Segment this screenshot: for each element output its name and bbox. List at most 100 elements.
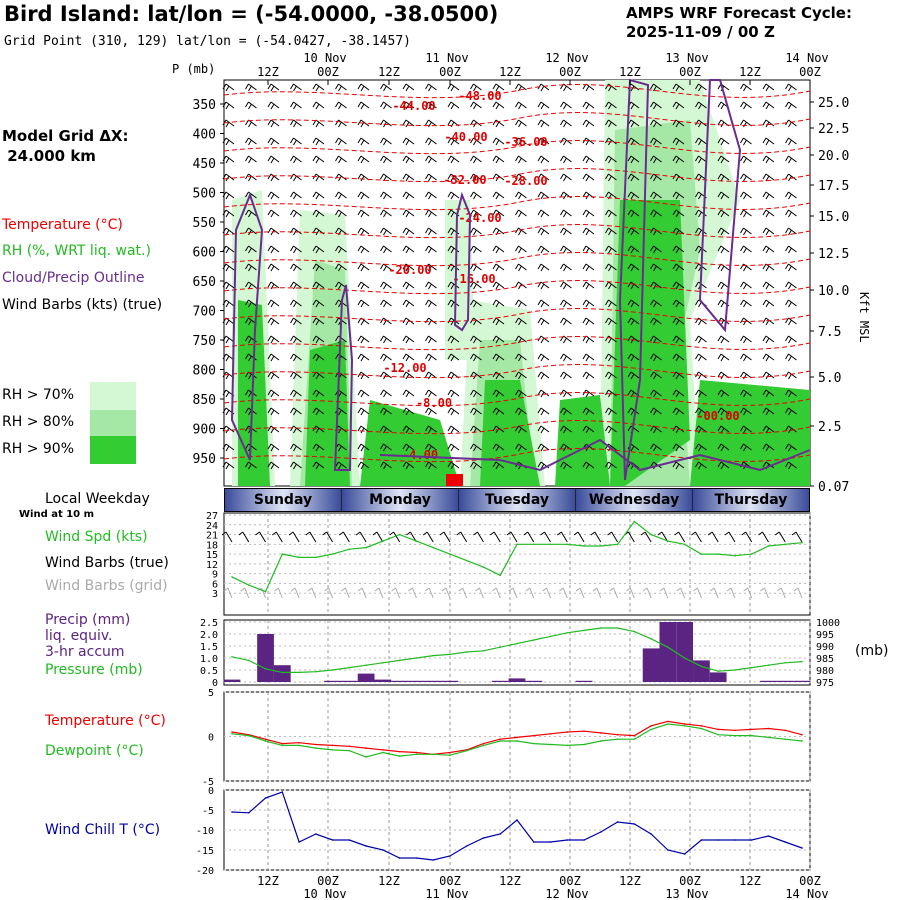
wind-barb — [627, 317, 640, 326]
bottom-time-tick-8: 12Z — [739, 874, 761, 888]
wind-barb — [245, 299, 257, 308]
precip-bar — [391, 680, 409, 682]
wind-barb — [762, 443, 775, 452]
bottom-time-tick-9: 00Z — [799, 874, 821, 888]
wind-barb — [267, 83, 280, 92]
rh-region-13 — [360, 400, 460, 486]
wind-barb — [627, 173, 640, 182]
wind-barb — [470, 101, 482, 110]
wind-barb — [402, 407, 415, 416]
wind-barb — [672, 407, 685, 416]
wind-barb-true — [506, 531, 518, 543]
pressure-ytick-0: 1000 — [816, 618, 840, 629]
wind-barb — [425, 83, 437, 92]
wind-barb — [740, 245, 752, 254]
wind-barb — [267, 101, 280, 110]
wind-barb — [357, 137, 370, 146]
wind-barb — [290, 245, 302, 254]
kft-tick-label-4: 15.0 — [818, 210, 849, 225]
kft-tick-label-5: 12.5 — [818, 247, 849, 262]
wind-barb — [380, 407, 392, 416]
wind-barb — [492, 101, 505, 110]
dewpoint-line-point — [784, 738, 787, 740]
windchill-line-point — [365, 845, 367, 847]
wind-ytick-3: 3 — [212, 589, 218, 600]
precip-bar — [324, 680, 341, 682]
kft-tick-label-6: 10.0 — [818, 284, 849, 299]
wind-speed-line-point — [750, 553, 753, 555]
wind-barb — [785, 317, 797, 326]
wind-barb-true — [456, 531, 468, 543]
wind-barb — [425, 461, 437, 470]
wind-barb — [537, 227, 550, 236]
wind-barb-true — [758, 531, 769, 543]
wind-barb — [560, 263, 572, 272]
temp-panel-frame — [223, 691, 811, 782]
wind-barb — [605, 101, 617, 110]
pressure-line-point — [700, 665, 703, 668]
temperature-line-point — [331, 744, 334, 747]
precip-label: Precip (mm) — [45, 612, 131, 628]
wind-barb-grid — [357, 587, 367, 599]
dewpoint-line-point — [298, 744, 300, 747]
bottom-date-label-1: 11 Nov — [425, 887, 468, 900]
temperature-contour-11 — [223, 392, 811, 407]
wind-barb — [357, 389, 370, 398]
dewpoint-line-point — [499, 740, 502, 742]
wind-barb — [267, 353, 280, 362]
wind-barb — [380, 227, 392, 236]
windchill-panel-label: Wind Chill T (°C) — [45, 822, 161, 838]
wind-barb-true — [473, 531, 484, 543]
wind-barb-true — [255, 531, 266, 543]
wind-barb — [222, 191, 235, 200]
wind-barb — [245, 263, 257, 272]
wind-barb — [695, 443, 707, 452]
rh80-label: RH > 80% — [2, 414, 75, 430]
wind-barb — [402, 191, 415, 200]
wind-barb — [672, 119, 685, 128]
wind-barb — [380, 245, 392, 254]
precip-bar — [257, 634, 274, 682]
wind-ytick-6: 6 — [212, 579, 218, 590]
top-date-label-0: 10 Nov — [303, 51, 346, 65]
wind-barb — [222, 101, 235, 110]
wind-barb — [650, 119, 662, 128]
wind-barb-grid — [693, 587, 702, 599]
wind-barb — [290, 281, 302, 290]
wind-barb — [470, 281, 482, 290]
wind-barb — [695, 101, 707, 110]
pressure-tick-label-550: 550 — [193, 216, 216, 231]
temperature-line-point — [600, 732, 602, 734]
wind-barb — [515, 443, 527, 452]
wind-barb — [290, 389, 302, 398]
windchill-line-point — [767, 835, 770, 837]
wind-panel-barbs — [221, 531, 803, 543]
temperature-line-point — [398, 750, 401, 753]
wind-barb — [447, 173, 460, 182]
wind-barb — [627, 299, 640, 308]
wind-barb — [605, 389, 617, 398]
wind-barb — [717, 335, 730, 344]
wind-barb — [762, 209, 775, 218]
wind-speed-line-point — [432, 546, 434, 549]
wind-barb-grid — [491, 587, 501, 599]
wind-barb — [267, 371, 280, 380]
wind-barb — [740, 83, 752, 92]
wind-barb — [290, 353, 302, 362]
wind-speed-label: Wind Spd (kts) — [45, 529, 148, 545]
wind-barb — [222, 443, 235, 452]
wind-barb — [582, 299, 595, 308]
dewpoint-line-point — [616, 738, 619, 740]
wind-barb — [560, 371, 572, 380]
wind-barb — [785, 461, 797, 470]
wind-ytick-21: 21 — [206, 531, 218, 542]
cloud-outline-4 — [698, 79, 742, 333]
temp-panel-label: Temperature (°C) — [45, 713, 166, 729]
wind-barbs-grid-label: Wind Barbs (grid) — [45, 578, 168, 594]
wind-barb — [762, 353, 775, 362]
wind-barb — [650, 425, 662, 434]
wind-barb — [425, 137, 437, 146]
wind-barb — [470, 443, 482, 452]
wind-barb — [267, 209, 280, 218]
wind-barb — [222, 227, 235, 236]
